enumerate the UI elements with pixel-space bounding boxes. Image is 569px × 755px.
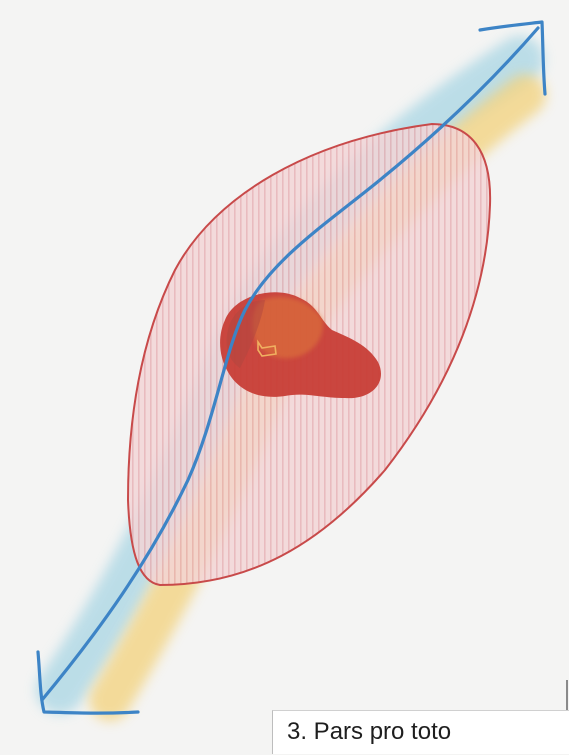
arrowhead-bottom-left-icon (36, 650, 140, 715)
inner-blob (220, 292, 382, 399)
caption-text: 3. Pars pro toto (287, 718, 452, 745)
small-glyph-icon (257, 339, 277, 357)
caption-box: 3. Pars pro toto (272, 710, 569, 754)
blue-arrow-line (40, 26, 540, 702)
arrowhead-top-right-icon (478, 20, 547, 96)
